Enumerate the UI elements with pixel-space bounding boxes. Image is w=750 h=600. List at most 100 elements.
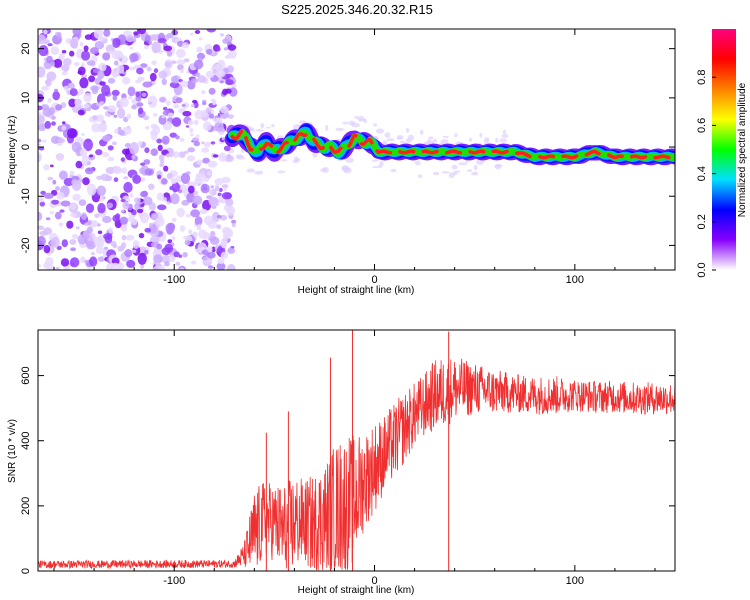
noise-speckle (212, 154, 219, 158)
noise-speckle (105, 166, 116, 175)
noise-speckle (196, 159, 203, 165)
noise-speckle (216, 215, 222, 219)
noise-speckle (193, 59, 204, 70)
noise-speckle (116, 64, 125, 74)
noise-speckle (166, 201, 171, 205)
noise-speckle (143, 115, 150, 121)
noise-speckle (135, 91, 140, 98)
ridge-halo (371, 159, 379, 162)
noise-speckle (112, 94, 118, 101)
ridge-halo (322, 167, 329, 173)
ridge-halo (458, 162, 468, 166)
ridge-halo (473, 164, 478, 171)
ridge-halo (348, 120, 356, 126)
noise-speckle (117, 107, 126, 119)
noise-speckle (192, 231, 198, 237)
noise-speckle (192, 99, 198, 104)
noise-speckle (138, 211, 144, 219)
noise-speckle (227, 114, 234, 119)
noise-speckle (66, 220, 74, 229)
colorbar-gradient (712, 29, 736, 270)
noise-speckle (225, 198, 234, 207)
noise-speckle (80, 148, 88, 158)
noise-speckle (190, 209, 201, 218)
noise-speckle (56, 191, 65, 200)
noise-speckle (105, 44, 115, 53)
x-tick-label: 0 (371, 575, 377, 587)
colorbar-tick-label: 0.0 (696, 262, 708, 277)
noise-speckle (202, 256, 208, 261)
noise-speckle (188, 229, 193, 235)
noise-speckle (158, 154, 165, 162)
noise-speckle (38, 146, 45, 151)
noise-speckle (182, 42, 189, 49)
noise-speckle (93, 29, 103, 39)
noise-speckle (190, 104, 195, 108)
noise-speckle (122, 76, 131, 85)
noise-speckle (55, 104, 63, 111)
noise-speckle (207, 265, 214, 269)
noise-speckle (100, 173, 110, 181)
noise-speckle (210, 98, 215, 102)
snr-series-line (38, 358, 675, 571)
noise-speckle (113, 114, 118, 118)
noise-speckle (111, 89, 120, 97)
ridge-halo (466, 169, 473, 173)
noise-speckle (42, 139, 47, 143)
noise-speckle (141, 142, 146, 146)
noise-speckle (114, 60, 119, 66)
noise-speckle (133, 31, 139, 36)
noise-speckle (103, 29, 111, 37)
noise-speckle (119, 97, 129, 108)
ridge-halo (468, 137, 473, 142)
noise-speckle (102, 52, 111, 61)
noise-speckle (131, 99, 136, 104)
noise-speckle (164, 61, 172, 68)
noise-speckle (125, 234, 135, 241)
colorbar: 0.0 0.2 0.4 0.6 0.8 Normalized spectral ampl… (696, 29, 748, 278)
noise-speckle (209, 196, 219, 207)
noise-speckle (39, 230, 48, 236)
noise-speckle (58, 222, 64, 227)
ridge-halo (479, 132, 483, 138)
noise-speckle (176, 175, 183, 183)
noise-speckle (169, 132, 177, 138)
noise-speckle (83, 92, 92, 103)
noise-speckle (140, 162, 146, 166)
noise-speckle (197, 75, 207, 83)
noise-speckle (49, 210, 55, 215)
noise-speckle (61, 239, 68, 248)
noise-speckle (140, 264, 145, 269)
ridge-halo (345, 157, 354, 163)
noise-speckle (78, 88, 84, 95)
noise-speckle (97, 202, 106, 214)
noise-speckle (137, 76, 145, 82)
noise-speckle (182, 110, 192, 117)
noise-speckle (121, 234, 127, 241)
noise-speckle (131, 154, 136, 160)
noise-speckle (223, 47, 229, 51)
noise-speckle (50, 237, 60, 248)
noise-speckle (77, 234, 88, 245)
noise-speckle (38, 211, 43, 221)
noise-speckle (220, 106, 229, 114)
noise-speckle (74, 98, 82, 107)
noise-speckle (157, 144, 163, 151)
noise-speckle (157, 174, 162, 180)
noise-speckle (43, 192, 54, 199)
noise-speckle (170, 193, 180, 205)
noise-speckle (106, 263, 114, 270)
noise-speckle (88, 75, 96, 83)
noise-speckle (96, 241, 104, 248)
ridge-halo (414, 160, 421, 166)
noise-speckle (180, 172, 191, 184)
ridge-halo (260, 123, 265, 129)
noise-speckle (156, 243, 163, 250)
noise-speckle (170, 177, 178, 184)
noise-speckle (47, 252, 52, 256)
noise-speckle (97, 230, 103, 235)
x-tick-label: -100 (163, 274, 185, 286)
noise-speckle (194, 216, 203, 226)
noise-speckle (43, 164, 50, 171)
snr-ylabel: SNR (10 * v/v) (7, 419, 18, 483)
